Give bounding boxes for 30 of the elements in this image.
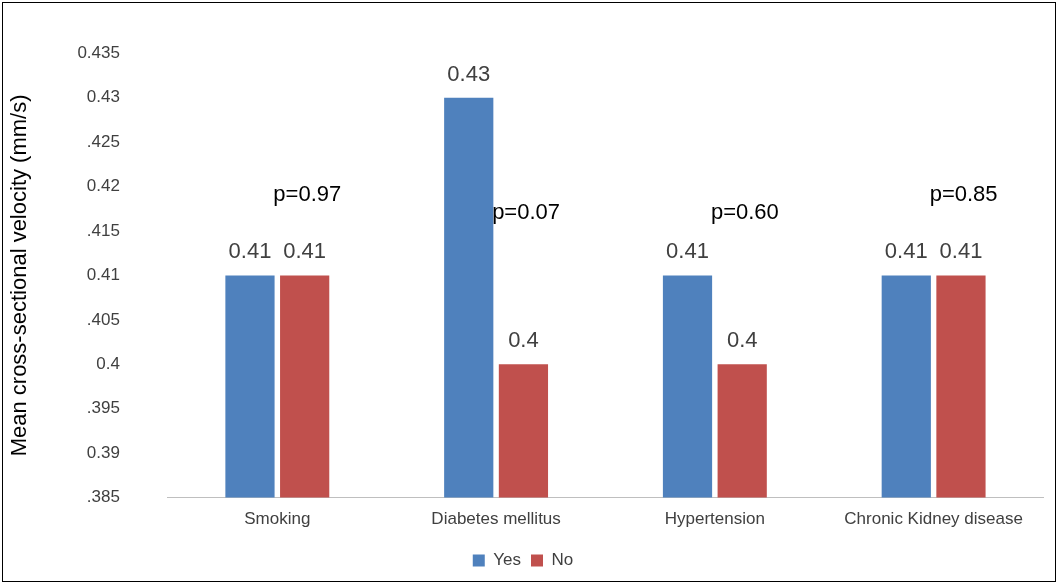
x-tick-label: Smoking bbox=[244, 509, 311, 529]
data-label: 0.41 bbox=[939, 238, 983, 264]
data-label: 0.41 bbox=[884, 238, 928, 264]
annotation: p=0.07 bbox=[492, 199, 561, 225]
y-tick-label: 0.435 bbox=[77, 42, 120, 62]
y-tick-label: .385 bbox=[86, 487, 120, 507]
data-label: 0.43 bbox=[447, 60, 491, 86]
data-label: 0.4 bbox=[508, 327, 539, 353]
x-tick-label: Diabetes mellitus bbox=[431, 509, 561, 529]
data-label: 0.4 bbox=[726, 327, 758, 353]
y-tick-label: 0.42 bbox=[86, 176, 120, 196]
annotation: p=0.97 bbox=[273, 181, 342, 207]
y-tick-label: .405 bbox=[86, 309, 120, 329]
y-tick-label: .395 bbox=[86, 398, 120, 418]
y-tick-label: 0.43 bbox=[86, 87, 120, 107]
y-tick-label: 0.41 bbox=[86, 265, 120, 285]
y-tick-label: .425 bbox=[86, 131, 120, 151]
y-tick-label: .415 bbox=[86, 220, 120, 240]
y-tick-label: 0.4 bbox=[96, 353, 120, 373]
data-label: 0.41 bbox=[666, 238, 709, 264]
x-tick-label: Chronic Kidney disease bbox=[844, 509, 1023, 529]
annotation: p=0.60 bbox=[710, 199, 779, 225]
legend-label: Yes bbox=[493, 550, 521, 570]
y-axis-title: Mean cross-sectional velocity (mm/s) bbox=[6, 94, 32, 457]
x-tick-label: Hypertension bbox=[664, 509, 765, 529]
data-label: 0.41 bbox=[228, 238, 272, 264]
annotation: p=0.85 bbox=[929, 181, 998, 207]
y-tick-label: 0.39 bbox=[86, 442, 120, 462]
legend-label: No bbox=[551, 550, 574, 570]
data-label: 0.41 bbox=[283, 238, 327, 264]
